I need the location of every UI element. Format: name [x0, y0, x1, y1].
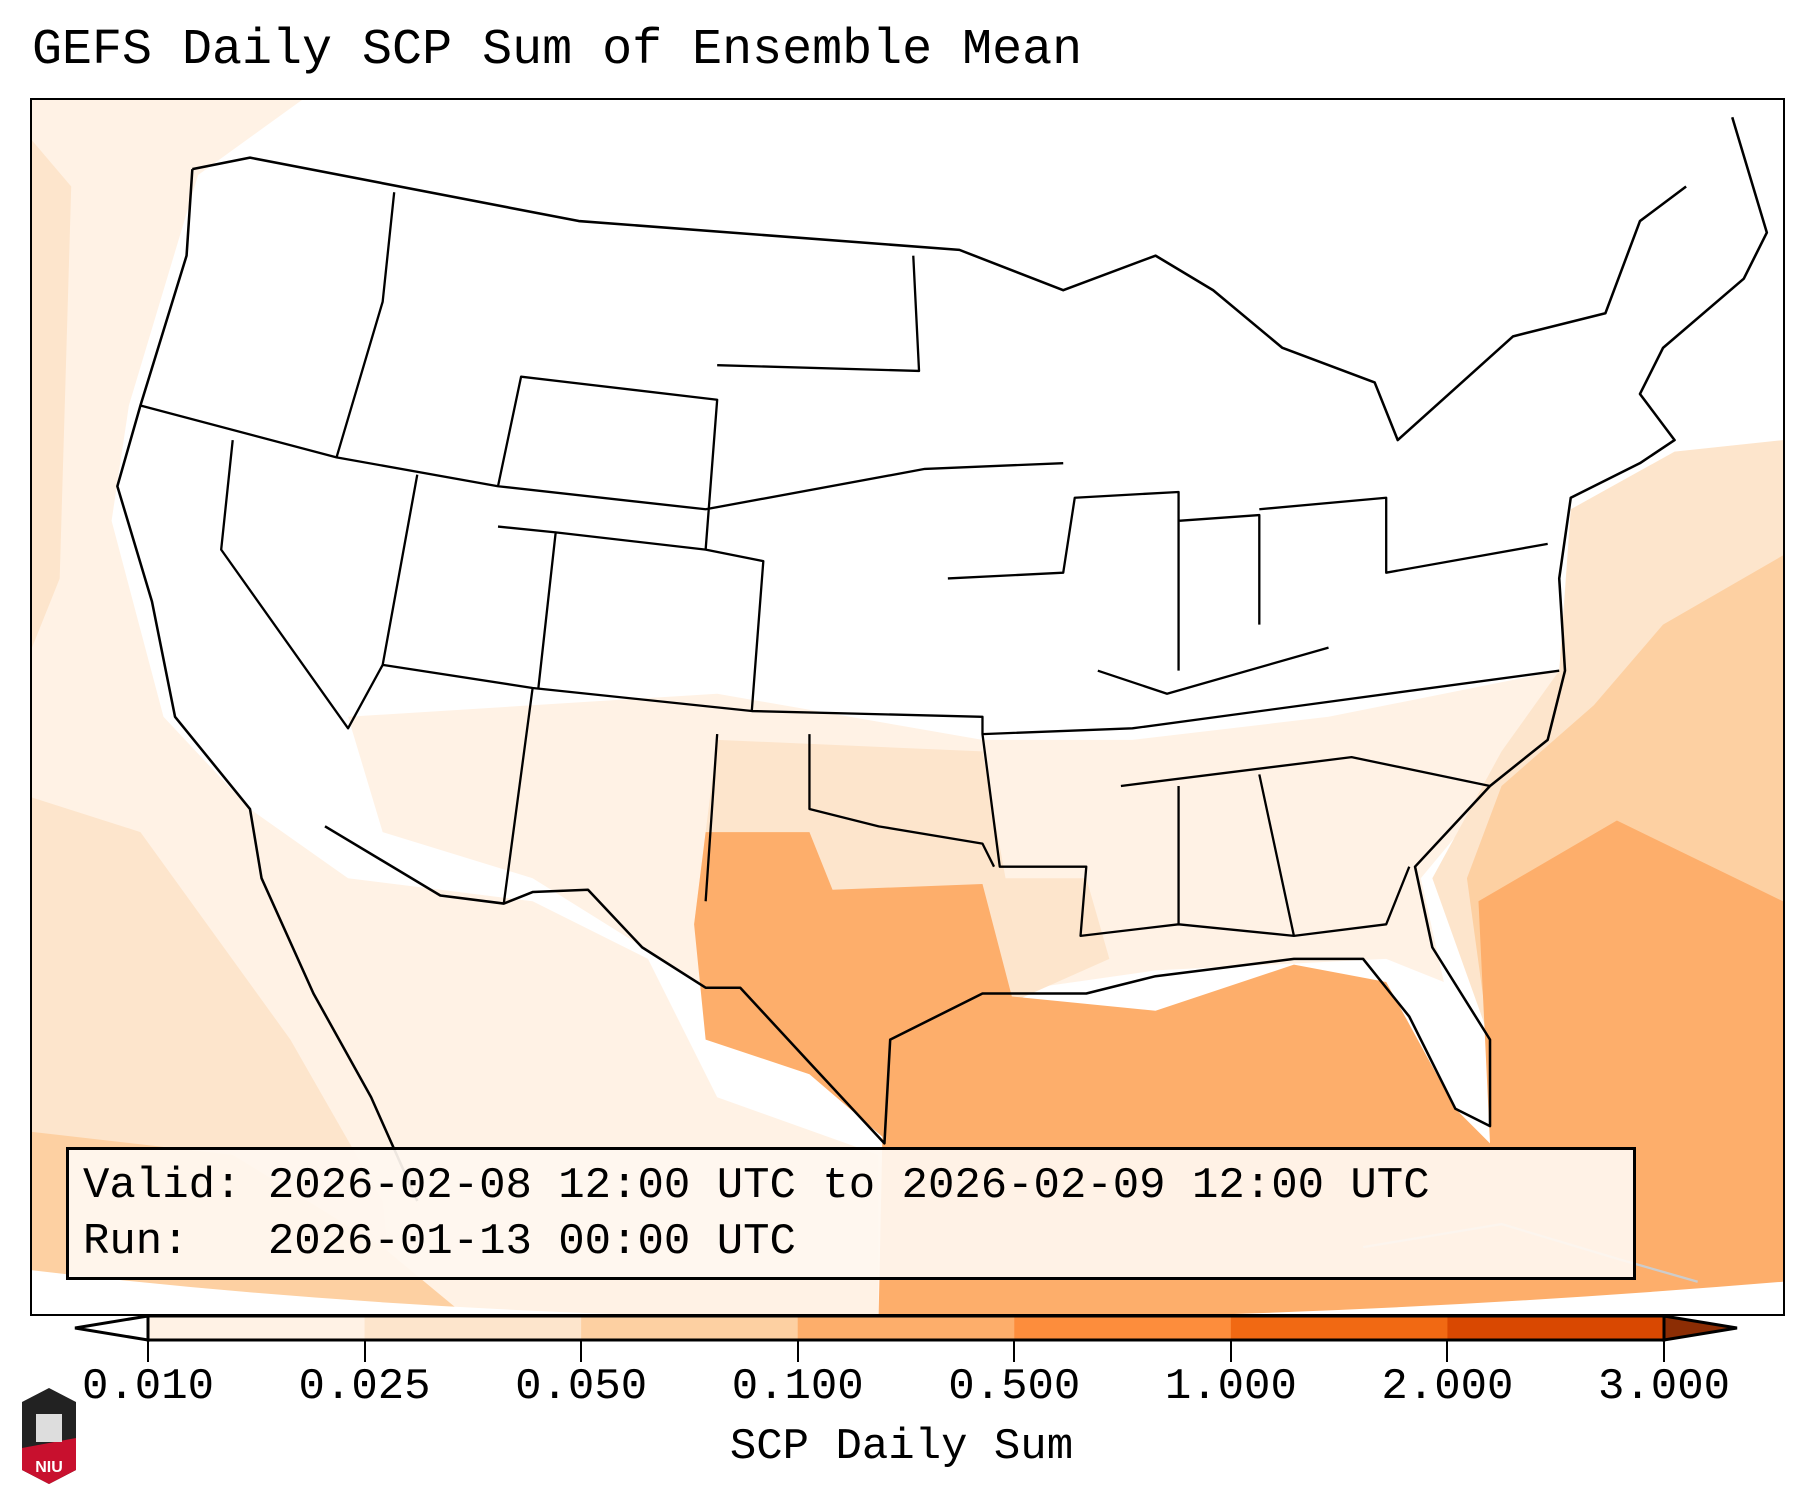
canada-border	[192, 156, 1687, 442]
boundaries	[116, 116, 1769, 1202]
scp-shading	[32, 100, 1783, 1314]
valid-run-info-box: Valid: 2026-02-08 12:00 UTC to 2026-02-0…	[66, 1147, 1636, 1280]
colorbar-segment	[1230, 1316, 1448, 1340]
colorbar-segment	[581, 1316, 799, 1340]
map-panel	[30, 98, 1785, 1316]
colorbar-tick-label: 0.100	[731, 1362, 864, 1412]
run-time-text: Run: 2026-01-13 00:00 UTC	[83, 1217, 796, 1267]
colorbar-tick	[1446, 1340, 1449, 1362]
colorbar-tick	[796, 1340, 799, 1362]
colorbar-segment	[148, 1316, 366, 1340]
valid-time-text: Valid: 2026-02-08 12:00 UTC to 2026-02-0…	[83, 1161, 1430, 1211]
us-coastline-outline	[116, 116, 1769, 1202]
colorbar-tick-label: 0.010	[81, 1362, 215, 1412]
texas-shading	[694, 832, 1018, 1144]
map-title: GEFS Daily SCP Sum of Ensemble Mean	[32, 22, 1083, 79]
state-lines	[140, 192, 1560, 938]
colorbar-tick-label: 2.000	[1381, 1362, 1514, 1412]
colorbar-segment	[1447, 1316, 1665, 1340]
colorbar-over-triangle	[1662, 1314, 1738, 1342]
colorbar-segment	[797, 1316, 1015, 1340]
colorbar-tick	[363, 1340, 366, 1362]
colorbar-tick	[1663, 1340, 1665, 1362]
colorbar-label: SCP Daily Sum	[729, 1422, 1074, 1472]
colorbar-tick-label: 0.500	[948, 1362, 1081, 1412]
colorbar-tick	[580, 1340, 583, 1362]
colorbar-tick-label: 0.025	[298, 1362, 431, 1412]
colorbar-tick-label: 3.000	[1597, 1362, 1731, 1412]
colorbar-tick-label: 0.050	[515, 1362, 648, 1412]
domain-edge	[32, 1270, 1783, 1314]
colorbar-tick	[147, 1340, 149, 1362]
colorbar-tick	[1229, 1340, 1232, 1362]
colorbar-frame	[146, 1314, 1666, 1342]
pacific-shading-edge	[32, 140, 72, 648]
niu-logo: NIU	[22, 1388, 76, 1484]
scp-map	[32, 100, 1783, 1314]
colorbar-segment	[1014, 1316, 1232, 1340]
colorbar-tick	[1013, 1340, 1016, 1362]
svg-text:NIU: NIU	[35, 1459, 63, 1476]
colorbar-tick-label: 1.000	[1164, 1362, 1297, 1412]
colorbar	[74, 1314, 1738, 1342]
colorbar-segment	[364, 1316, 582, 1340]
colorbar-under-triangle	[74, 1314, 150, 1342]
